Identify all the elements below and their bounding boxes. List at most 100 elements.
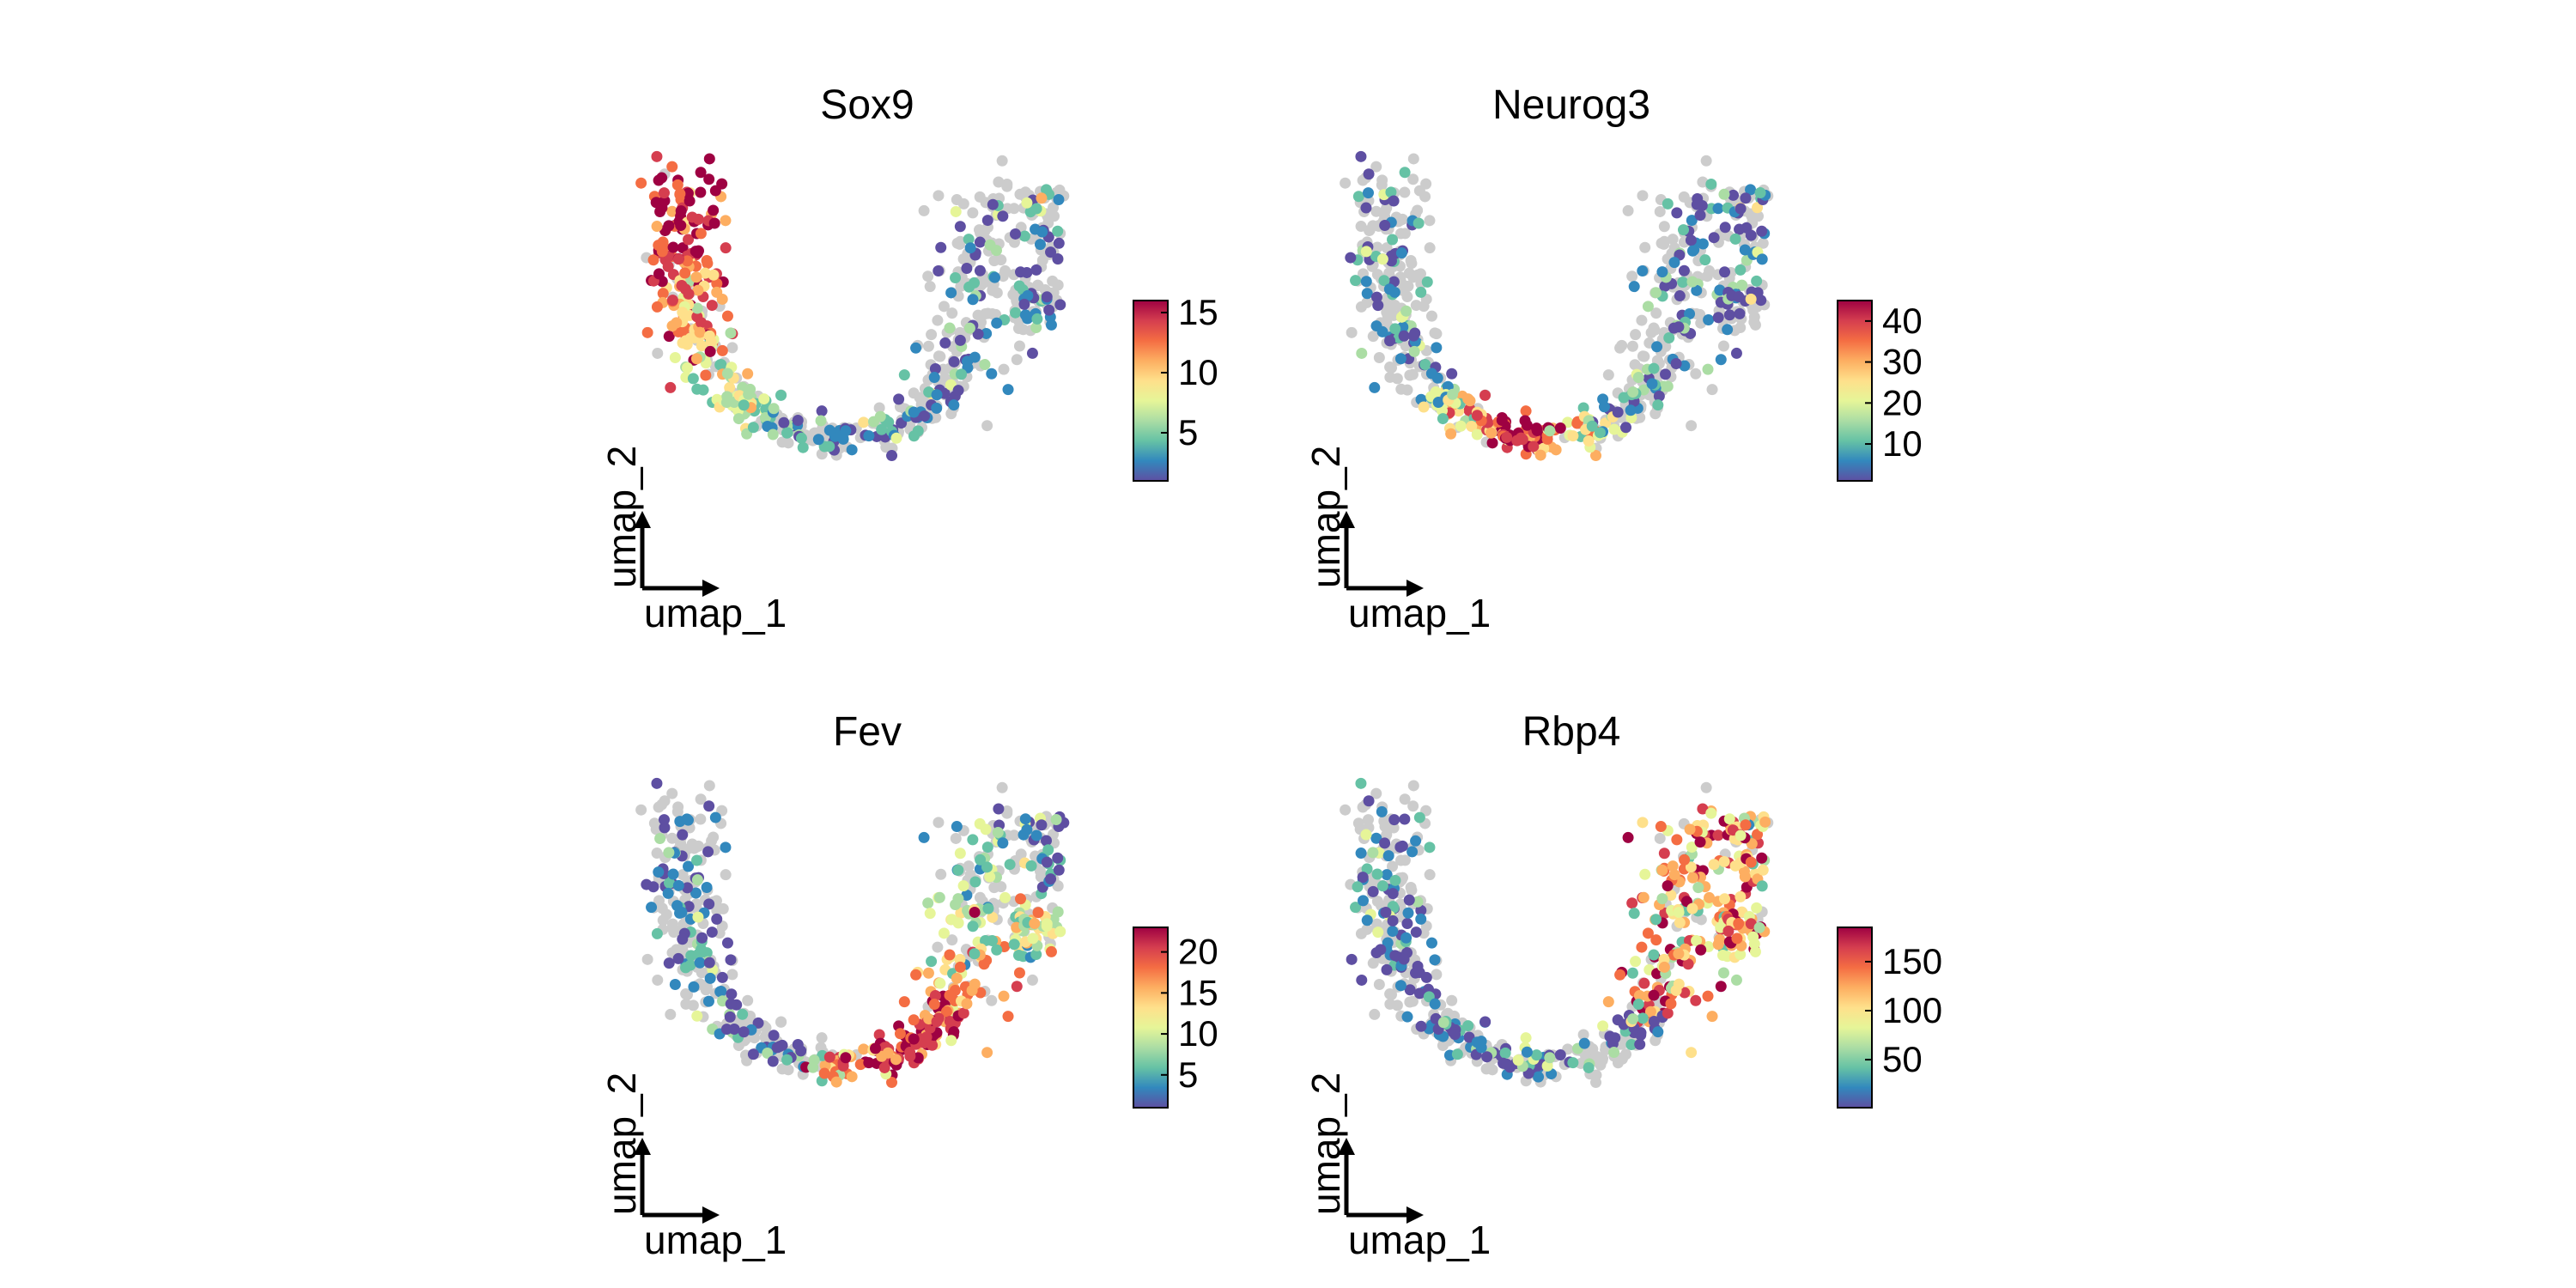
cell-point <box>742 368 754 380</box>
cell-point <box>926 329 938 341</box>
cell-point <box>1608 423 1620 435</box>
cell-point <box>726 969 738 981</box>
cell-point <box>1413 811 1425 823</box>
cell-point <box>1590 1069 1602 1081</box>
cell-point <box>935 241 947 253</box>
cell-point <box>863 430 875 442</box>
cell-point <box>1381 869 1393 881</box>
cell-point <box>997 270 1009 283</box>
cell-point <box>706 927 718 939</box>
cell-point <box>666 832 678 844</box>
cell-point <box>663 220 675 232</box>
cell-point <box>1740 192 1752 204</box>
cell-point <box>1686 1047 1698 1059</box>
cell-point <box>1360 202 1372 214</box>
cell-point <box>1597 1020 1609 1032</box>
cell-point <box>752 1017 764 1029</box>
cell-point <box>961 890 973 902</box>
cell-point <box>975 987 987 999</box>
umap-axis-arrows <box>1338 511 1424 597</box>
cell-point <box>677 307 689 319</box>
cell-point <box>1667 234 1679 246</box>
scatter-points <box>635 150 1070 462</box>
cell-point <box>1462 1020 1474 1032</box>
cell-point <box>1370 320 1382 332</box>
cell-point <box>1533 1071 1545 1083</box>
cell-point <box>840 425 852 437</box>
cell-point <box>1752 202 1764 214</box>
cell-point <box>1626 340 1638 352</box>
cell-point <box>910 969 922 981</box>
cell-point <box>1691 934 1703 946</box>
cell-point <box>1406 258 1418 270</box>
cell-point <box>1013 340 1025 352</box>
x-axis-label: umap_1 <box>644 591 787 635</box>
cell-point <box>646 902 658 914</box>
cell-point <box>823 440 835 453</box>
cell-point <box>1658 221 1670 233</box>
cell-point <box>1616 339 1628 351</box>
cell-point <box>695 167 707 179</box>
cell-point <box>1471 410 1483 422</box>
cell-point <box>950 832 962 844</box>
cell-point <box>1415 286 1427 298</box>
cell-point <box>657 288 669 300</box>
cell-point <box>1714 284 1726 296</box>
cell-point <box>1361 288 1373 300</box>
cell-point <box>725 998 737 1010</box>
cell-point <box>1660 341 1672 353</box>
cell-point <box>635 804 647 816</box>
cell-point <box>996 781 1008 793</box>
cell-point <box>946 934 958 946</box>
cell-point <box>1361 914 1373 927</box>
cell-point <box>721 937 733 949</box>
cell-point <box>1686 902 1698 914</box>
cell-point <box>1367 331 1379 343</box>
cell-point <box>1577 402 1589 414</box>
cell-point <box>1634 411 1646 423</box>
cell-point <box>778 416 790 428</box>
cell-point <box>1652 1026 1664 1038</box>
cell-point <box>974 191 986 203</box>
cell-point <box>1679 360 1691 372</box>
cell-point <box>659 195 671 207</box>
cell-point <box>726 988 738 1000</box>
cell-point <box>1703 314 1715 326</box>
cell-point <box>675 837 687 849</box>
cell-point <box>738 1026 750 1038</box>
cell-point <box>1009 228 1021 240</box>
colorbar-gradient <box>1837 927 1873 1109</box>
cell-point <box>635 177 647 189</box>
cell-point <box>1449 1029 1461 1041</box>
cell-point <box>948 355 960 368</box>
cell-point <box>1027 933 1039 945</box>
cell-point <box>667 241 679 253</box>
cell-point <box>1691 284 1703 296</box>
cell-point <box>1384 988 1396 1000</box>
cell-point <box>933 891 945 903</box>
cell-point <box>738 399 750 411</box>
cell-point <box>677 829 689 841</box>
cell-point <box>1655 821 1667 833</box>
cell-point <box>1019 813 1031 825</box>
cell-point <box>706 300 718 312</box>
cell-point <box>988 271 1000 283</box>
cell-point <box>924 281 936 293</box>
cell-point <box>690 887 702 899</box>
cell-point <box>776 1063 788 1075</box>
cell-point <box>952 385 964 397</box>
cell-point <box>691 874 703 886</box>
cell-point <box>898 369 910 381</box>
cell-point <box>1678 191 1690 203</box>
cell-point <box>931 402 943 414</box>
cell-point <box>1602 369 1614 381</box>
cell-point <box>1399 813 1411 825</box>
cell-point <box>1053 864 1065 876</box>
cell-point <box>858 416 870 428</box>
cell-point <box>1722 324 1734 336</box>
cell-point <box>1447 388 1459 400</box>
cell-point <box>695 813 707 825</box>
cell-point <box>938 927 950 939</box>
cell-point <box>1036 192 1048 204</box>
